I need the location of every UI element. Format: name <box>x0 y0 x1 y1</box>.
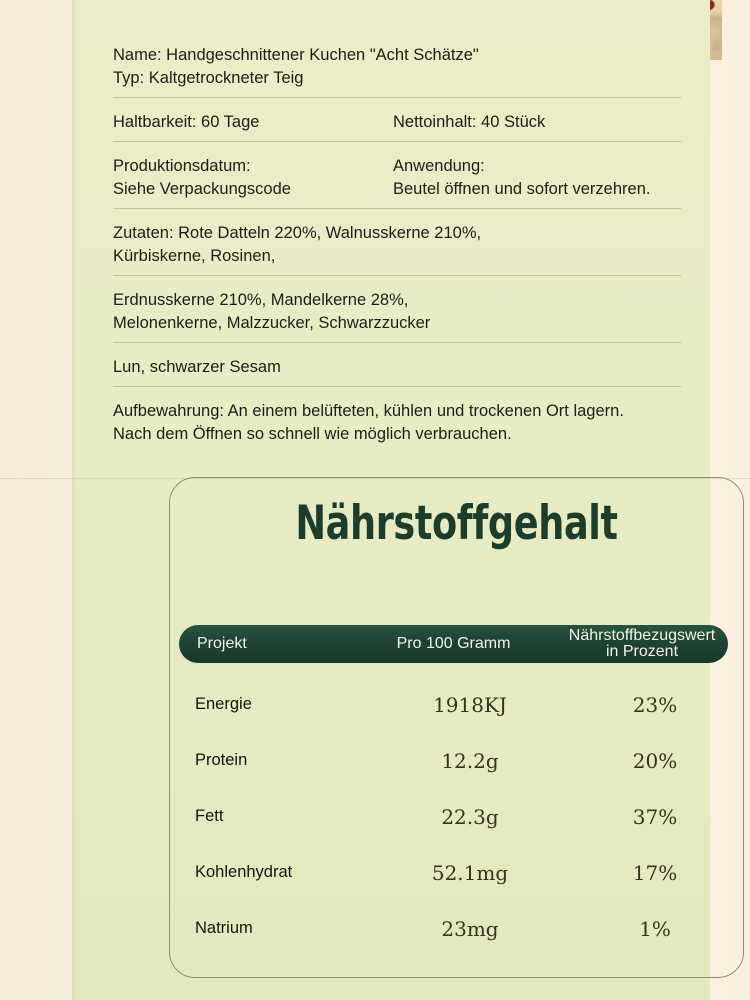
nutrient-amount: 12.2g <box>441 749 499 773</box>
column-header-reference-line1: Nährstoffbezugswert <box>568 627 716 644</box>
info-text-right: Anwendung: <box>393 157 485 175</box>
info-section-storage: Aufbewahrung: An einem belüfteten, kühle… <box>113 387 681 453</box>
info-line: Erdnusskerne 210%, Mandelkerne 28%, <box>113 291 409 309</box>
nutrient-reference-percent: 17% <box>632 861 678 885</box>
nutrient-name: Protein <box>195 751 248 769</box>
column-header-reference-value: Nährstoffbezugswert in Prozent <box>562 628 722 660</box>
nutrient-reference-percent: 1% <box>639 917 671 941</box>
info-line: Lun, schwarzer Sesam <box>113 358 281 376</box>
info-section-identity: Name: Handgeschnittener Kuchen "Acht Sch… <box>113 44 681 98</box>
column-header-per-100g: Pro 100 Gramm <box>396 635 511 652</box>
nutrient-name: Natrium <box>195 919 253 937</box>
nutrition-title: Nährstoffgehalt <box>295 496 618 551</box>
nutrient-name: Energie <box>195 695 252 713</box>
info-text-left: Siehe Verpackungscode <box>113 180 291 198</box>
info-text-right: Nettoinhalt: 40 Stück <box>393 113 546 131</box>
nutrient-amount: 52.1mg <box>431 861 509 885</box>
info-line: Typ: Kaltgetrockneter Teig <box>113 69 304 87</box>
info-line: Siehe Verpackungscode Beutel öffnen und s… <box>113 178 681 201</box>
info-section-production-usage: Produktionsdatum: Anwendung: Siehe Verpack… <box>113 142 681 209</box>
info-text-left: Produktionsdatum: <box>113 157 251 175</box>
info-section-ingredients-3: Lun, schwarzer Sesam <box>113 343 681 387</box>
nutrient-amount: 1918KJ <box>433 693 507 717</box>
info-line: Kürbiskerne, Rosinen, <box>113 247 276 265</box>
info-line: Aufbewahrung: An einem belüfteten, kühle… <box>113 402 624 420</box>
info-section-ingredients-2: Erdnusskerne 210%, Mandelkerne 28%, Melon… <box>113 276 681 343</box>
nutrient-amount: 22.3g <box>441 805 499 829</box>
column-header-item: Projekt <box>197 635 247 652</box>
nutrient-reference-percent: 23% <box>632 693 678 717</box>
info-line: Melonenkerne, Malzzucker, Schwarzzucker <box>113 314 431 332</box>
nutrition-table-header: Projekt Pro 100 Gramm Nährstoffbezugswer… <box>179 625 728 663</box>
info-section-shelf-life: Haltbarkeit: 60 Tage Nettoinhalt: 40 Stüc… <box>113 98 681 142</box>
info-text-right: Beutel öffnen und sofort verzehren. <box>393 180 651 198</box>
nutrition-row: Kohlenhydrat 52.1mg 17% <box>170 861 745 887</box>
nutrition-row: Natrium 23mg 1% <box>170 917 745 943</box>
nutrient-reference-percent: 37% <box>632 805 678 829</box>
nutrition-row: Protein 12.2g 20% <box>170 749 745 775</box>
info-line: Nach dem Öffnen so schnell wie möglich v… <box>113 425 512 443</box>
nutrition-row: Energie 1918KJ 23% <box>170 693 745 719</box>
product-label-card: Name: Handgeschnittener Kuchen "Acht Sch… <box>72 0 744 1000</box>
info-text-left: Haltbarkeit: 60 Tage <box>113 113 260 131</box>
info-line: Produktionsdatum: Anwendung: <box>113 155 681 178</box>
nutrition-facts-panel: Nährstoffgehalt Projekt Pro 100 Gramm Nä… <box>169 477 744 978</box>
info-line: Zutaten: Rote Datteln 220%, Walnusskerne… <box>113 224 482 242</box>
product-info-block: Name: Handgeschnittener Kuchen "Acht Sch… <box>113 44 681 453</box>
nutrient-name: Fett <box>195 807 224 825</box>
info-section-ingredients-1: Zutaten: Rote Datteln 220%, Walnusskerne… <box>113 209 681 276</box>
column-header-reference-line2: in Prozent <box>605 643 679 660</box>
info-line: Name: Handgeschnittener Kuchen "Acht Sch… <box>113 46 479 64</box>
nutrient-reference-percent: 20% <box>632 749 678 773</box>
nutrient-name: Kohlenhydrat <box>195 863 293 881</box>
nutrition-row: Fett 22.3g 37% <box>170 805 745 831</box>
info-line: Haltbarkeit: 60 Tage Nettoinhalt: 40 Stüc… <box>113 111 681 134</box>
nutrient-amount: 23mg <box>441 917 499 941</box>
